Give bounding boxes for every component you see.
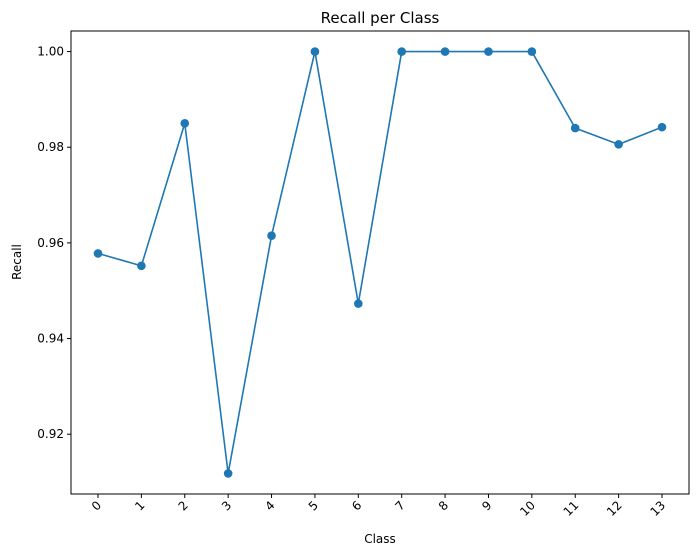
data-point [267, 231, 276, 241]
data-point [570, 123, 580, 133]
data-point [93, 249, 103, 258]
series-line [97, 50, 663, 475]
y-axis: 0.92 0.94 0.96 0.98 1.00 [37, 45, 71, 441]
data-point [310, 47, 320, 56]
data-point [354, 299, 363, 308]
data-point [397, 47, 406, 56]
y-axis-label: Recall [10, 244, 24, 280]
y-tick-label: 0.94 [37, 332, 64, 346]
data-point [180, 119, 190, 128]
y-tick-label: 0.98 [37, 140, 64, 154]
data-point [223, 469, 233, 478]
data-point [440, 47, 450, 56]
y-tick-label: 0.92 [37, 427, 64, 441]
x-axis-label: Class [364, 532, 396, 546]
data-point [137, 261, 146, 271]
data-point [657, 122, 667, 132]
data-point [527, 47, 537, 56]
y-tick-label: 0.96 [37, 236, 64, 250]
plot-frame [70, 30, 690, 495]
data-point [484, 47, 493, 56]
chart-title: Recall per Class [321, 9, 440, 27]
series-layer [93, 47, 667, 478]
y-tick-label: 1.00 [37, 45, 64, 59]
data-point [614, 140, 623, 149]
